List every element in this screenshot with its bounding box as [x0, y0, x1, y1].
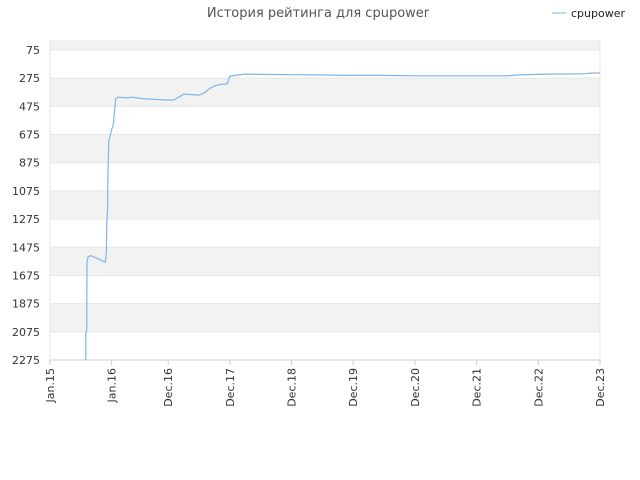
- y-tick-label: 75: [26, 44, 40, 57]
- y-tick-label: 2075: [12, 326, 40, 339]
- grid-band: [50, 78, 600, 107]
- x-tick-label: Dec.21: [471, 368, 484, 407]
- series-line-cpupower: [85, 72, 600, 360]
- y-tick-label: 875: [19, 157, 40, 170]
- x-axis: Jan.15 Jan.16 Dec.16 Dec.17 Dec.18 Dec.19 Dec.…: [44, 359, 607, 407]
- legend[interactable]: cpupower: [552, 7, 625, 20]
- x-tick-label: Dec.16: [162, 368, 175, 407]
- chart-title: История рейтинга для cpupower: [207, 6, 430, 21]
- y-tick-label: 275: [19, 72, 40, 85]
- x-tick-label: Dec.17: [224, 368, 237, 407]
- grid-band: [50, 190, 600, 220]
- x-tick-label: Dec.22: [532, 368, 545, 407]
- y-tick-label: 1075: [12, 185, 40, 198]
- x-tick-label: Dec.18: [286, 368, 299, 407]
- grid-band: [50, 219, 600, 248]
- y-tick-label: 1875: [12, 298, 40, 311]
- series-layer: [85, 72, 600, 360]
- x-tick-label: Dec.20: [409, 368, 422, 407]
- y-tick-label: 1675: [12, 269, 40, 282]
- x-tick-label: Jan.16: [106, 368, 119, 403]
- grid-band: [50, 247, 600, 276]
- grid-bands: [50, 40, 600, 360]
- y-tick-label: 1275: [12, 213, 40, 226]
- y-tick-label: 475: [19, 100, 40, 113]
- y-tick-label: 675: [19, 129, 40, 142]
- grid-band: [50, 134, 600, 163]
- grid-band: [50, 162, 600, 191]
- grid-band: [50, 106, 600, 135]
- x-tick-label: Jan.15: [44, 368, 57, 403]
- grid-band: [50, 303, 600, 332]
- legend-label-cpupower: cpupower: [571, 7, 625, 20]
- grid-band: [50, 40, 600, 50]
- grid-band: [50, 275, 600, 304]
- y-axis: 75 275 475 675 875 1075 1275 1475 1675 1875 2075 22…: [12, 44, 40, 367]
- x-tick-label: Dec.19: [347, 368, 360, 407]
- y-tick-label: 1475: [12, 241, 40, 254]
- grid-band: [50, 331, 600, 360]
- grid-band: [50, 50, 600, 79]
- x-tick-label: Dec.23: [594, 368, 607, 407]
- y-tick-label: 2275: [12, 354, 40, 367]
